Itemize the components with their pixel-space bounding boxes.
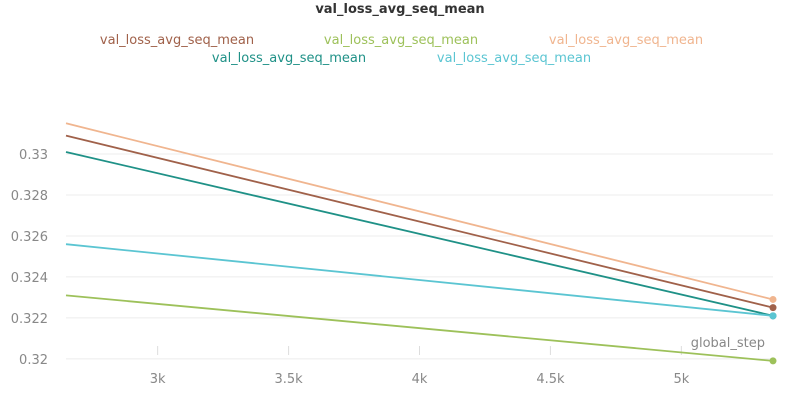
series-group	[65, 122, 777, 365]
y-tick-label: 0.328	[11, 189, 48, 204]
legend-item-2[interactable]: val_loss_avg_seq_mean	[324, 33, 478, 48]
grid	[66, 153, 773, 360]
y-axis: 0.32 0.322 0.324 0.326 0.328 0.33	[11, 148, 48, 368]
x-tick-label: 5k	[673, 372, 689, 387]
x-tick-label: 3.5k	[274, 372, 303, 387]
legend-item-3[interactable]: val_loss_avg_seq_mean	[549, 33, 703, 48]
series-line-5	[65, 243, 774, 317]
series-line-3	[65, 122, 774, 301]
y-tick-label: 0.324	[11, 271, 48, 286]
series-end-point-2	[769, 357, 777, 365]
series-end-point-1	[769, 304, 777, 312]
chart-title: val_loss_avg_seq_mean	[315, 2, 484, 17]
x-tick-label: 4.5k	[536, 372, 565, 387]
series-line-1	[65, 134, 774, 309]
legend-item-5[interactable]: val_loss_avg_seq_mean	[437, 51, 591, 66]
y-tick-label: 0.326	[11, 230, 48, 245]
y-tick-label: 0.32	[19, 353, 48, 368]
x-axis-label: global_step	[691, 336, 765, 351]
legend: val_loss_avg_seq_mean val_loss_avg_seq_me…	[100, 33, 703, 66]
y-tick-label: 0.33	[19, 148, 48, 163]
x-axis: 3k 3.5k 4k 4.5k 5k	[150, 346, 690, 387]
series-end-point-3	[769, 295, 777, 303]
legend-item-4[interactable]: val_loss_avg_seq_mean	[212, 51, 366, 66]
legend-item-1[interactable]: val_loss_avg_seq_mean	[100, 33, 254, 48]
x-tick-label: 4k	[412, 372, 428, 387]
series-end-point-5	[769, 312, 777, 320]
series-line-4	[65, 151, 774, 317]
x-tick-label: 3k	[150, 372, 166, 387]
y-tick-label: 0.322	[11, 312, 48, 327]
series-line-2	[65, 294, 774, 362]
